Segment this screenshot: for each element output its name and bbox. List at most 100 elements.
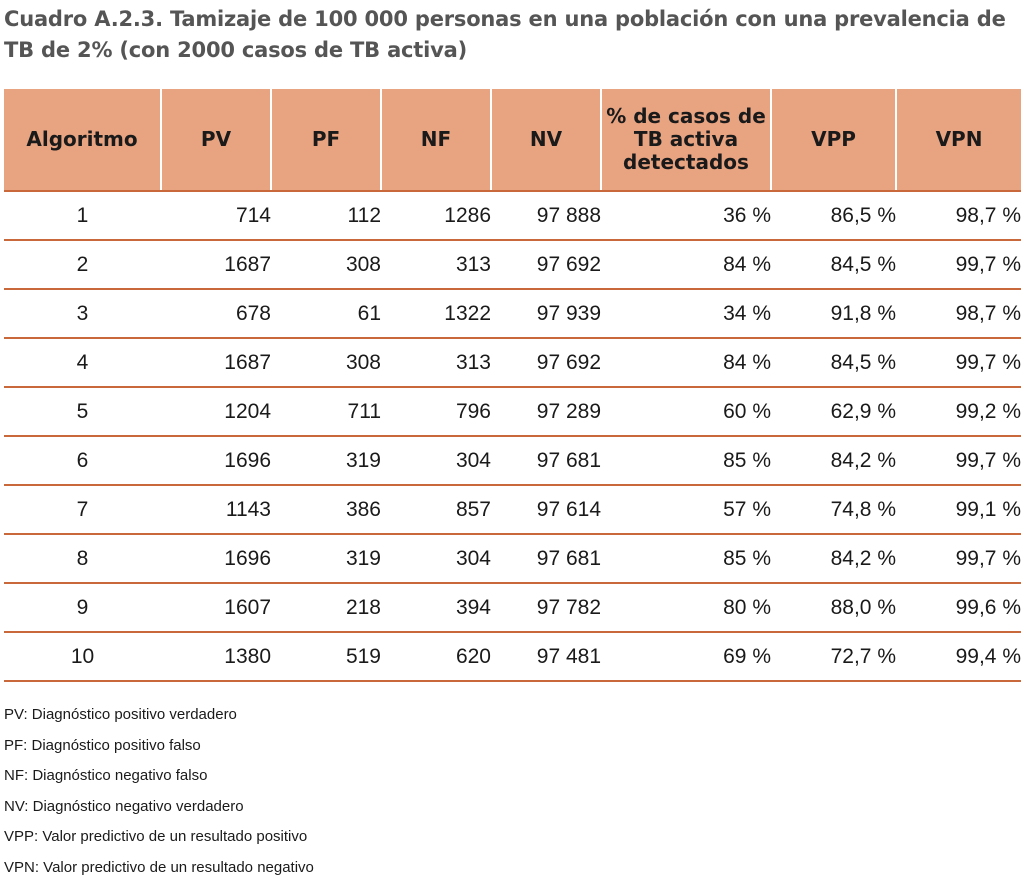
- header-pf: PF: [271, 89, 381, 191]
- table-title: Cuadro A.2.3. Tamizaje de 100 000 person…: [4, 4, 1022, 66]
- cell-pv: 1696: [161, 436, 271, 485]
- footnotes: PV: Diagnóstico positivo verdadero PF: D…: [4, 700, 904, 883]
- cell-vpn: 99,7 %: [896, 534, 1021, 583]
- cell-pf: 711: [271, 387, 381, 436]
- cell-vpn: 99,6 %: [896, 583, 1021, 632]
- footnote-nf: NF: Diagnóstico negativo falso: [4, 761, 904, 792]
- cell-nv: 97 939: [491, 289, 601, 338]
- cell-algoritmo: 2: [4, 240, 161, 289]
- cell-pf: 519: [271, 632, 381, 681]
- cell-pct-detected: 84 %: [601, 240, 771, 289]
- cell-algoritmo: 4: [4, 338, 161, 387]
- cell-nf: 313: [381, 240, 491, 289]
- cell-pv: 1204: [161, 387, 271, 436]
- cell-pct-detected: 34 %: [601, 289, 771, 338]
- cell-vpp: 86,5 %: [771, 191, 896, 240]
- footnote-pf: PF: Diagnóstico positivo falso: [4, 731, 904, 762]
- header-pv: PV: [161, 89, 271, 191]
- cell-vpn: 99,7 %: [896, 338, 1021, 387]
- cell-pv: 1687: [161, 338, 271, 387]
- cell-algoritmo: 3: [4, 289, 161, 338]
- header-algoritmo: Algoritmo: [4, 89, 161, 191]
- screening-table: Algoritmo PV PF NF NV % de casos de TB a…: [4, 89, 1021, 682]
- cell-pf: 319: [271, 436, 381, 485]
- header-nf: NF: [381, 89, 491, 191]
- footnote-nv: NV: Diagnóstico negativo verdadero: [4, 792, 904, 823]
- cell-nf: 304: [381, 534, 491, 583]
- cell-pv: 678: [161, 289, 271, 338]
- footnote-vpp: VPP: Valor predictivo de un resultado po…: [4, 822, 904, 853]
- footnote-vpn: VPN: Valor predictivo de un resultado ne…: [4, 853, 904, 883]
- cell-nf: 1286: [381, 191, 491, 240]
- cell-nf: 796: [381, 387, 491, 436]
- cell-nf: 1322: [381, 289, 491, 338]
- header-vpn: VPN: [896, 89, 1021, 191]
- cell-pct-detected: 36 %: [601, 191, 771, 240]
- cell-nv: 97 782: [491, 583, 601, 632]
- cell-vpp: 72,7 %: [771, 632, 896, 681]
- cell-pf: 308: [271, 240, 381, 289]
- cell-pct-detected: 80 %: [601, 583, 771, 632]
- cell-pf: 308: [271, 338, 381, 387]
- cell-algoritmo: 10: [4, 632, 161, 681]
- cell-vpp: 74,8 %: [771, 485, 896, 534]
- cell-nf: 313: [381, 338, 491, 387]
- header-row: Algoritmo PV PF NF NV % de casos de TB a…: [4, 89, 1021, 191]
- cell-nv: 97 692: [491, 338, 601, 387]
- cell-pv: 1380: [161, 632, 271, 681]
- cell-vpp: 62,9 %: [771, 387, 896, 436]
- cell-nv: 97 614: [491, 485, 601, 534]
- cell-pv: 1696: [161, 534, 271, 583]
- cell-nv: 97 888: [491, 191, 601, 240]
- cell-vpn: 99,7 %: [896, 240, 1021, 289]
- cell-pct-detected: 60 %: [601, 387, 771, 436]
- cell-vpp: 88,0 %: [771, 583, 896, 632]
- cell-vpn: 99,7 %: [896, 436, 1021, 485]
- cell-pct-detected: 85 %: [601, 436, 771, 485]
- cell-vpp: 84,5 %: [771, 240, 896, 289]
- cell-pv: 1687: [161, 240, 271, 289]
- cell-vpp: 84,5 %: [771, 338, 896, 387]
- cell-pv: 714: [161, 191, 271, 240]
- cell-nf: 304: [381, 436, 491, 485]
- cell-algoritmo: 7: [4, 485, 161, 534]
- cell-vpp: 84,2 %: [771, 534, 896, 583]
- cell-algoritmo: 6: [4, 436, 161, 485]
- cell-algoritmo: 5: [4, 387, 161, 436]
- header-nv: NV: [491, 89, 601, 191]
- cell-pct-detected: 57 %: [601, 485, 771, 534]
- cell-pct-detected: 85 %: [601, 534, 771, 583]
- cell-nf: 394: [381, 583, 491, 632]
- cell-vpn: 99,4 %: [896, 632, 1021, 681]
- cell-algoritmo: 9: [4, 583, 161, 632]
- cell-pct-detected: 84 %: [601, 338, 771, 387]
- cell-vpn: 99,1 %: [896, 485, 1021, 534]
- cell-vpn: 98,7 %: [896, 191, 1021, 240]
- cell-algoritmo: 8: [4, 534, 161, 583]
- cell-vpn: 99,2 %: [896, 387, 1021, 436]
- header-pct-detected: % de casos de TB activa detectados: [601, 89, 771, 191]
- cell-algoritmo: 1: [4, 191, 161, 240]
- cell-nv: 97 692: [491, 240, 601, 289]
- cell-nv: 97 681: [491, 436, 601, 485]
- cell-pf: 112: [271, 191, 381, 240]
- cell-nv: 97 289: [491, 387, 601, 436]
- cell-pv: 1607: [161, 583, 271, 632]
- cell-pf: 319: [271, 534, 381, 583]
- cell-vpn: 98,7 %: [896, 289, 1021, 338]
- cell-pf: 61: [271, 289, 381, 338]
- header-vpp: VPP: [771, 89, 896, 191]
- cell-vpp: 91,8 %: [771, 289, 896, 338]
- cell-nv: 97 681: [491, 534, 601, 583]
- cell-nv: 97 481: [491, 632, 601, 681]
